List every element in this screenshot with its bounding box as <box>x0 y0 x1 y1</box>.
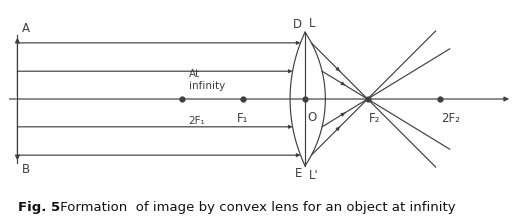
Text: 2F₂: 2F₂ <box>441 112 460 125</box>
Text: D: D <box>293 18 302 31</box>
Text: 2F₁: 2F₁ <box>188 116 205 126</box>
Text: infinity: infinity <box>188 81 225 91</box>
Text: L': L' <box>309 169 319 182</box>
Text: L: L <box>309 17 316 29</box>
Text: F₁: F₁ <box>237 112 249 125</box>
Text: Formation  of image by convex lens for an object at infinity: Formation of image by convex lens for an… <box>56 201 455 214</box>
Text: B: B <box>22 163 30 176</box>
Text: A: A <box>22 22 30 35</box>
Text: Fig. 5: Fig. 5 <box>18 201 60 214</box>
Text: At: At <box>188 69 200 79</box>
Text: O: O <box>307 111 316 124</box>
Text: E: E <box>295 167 302 180</box>
Text: F₂: F₂ <box>368 112 380 125</box>
